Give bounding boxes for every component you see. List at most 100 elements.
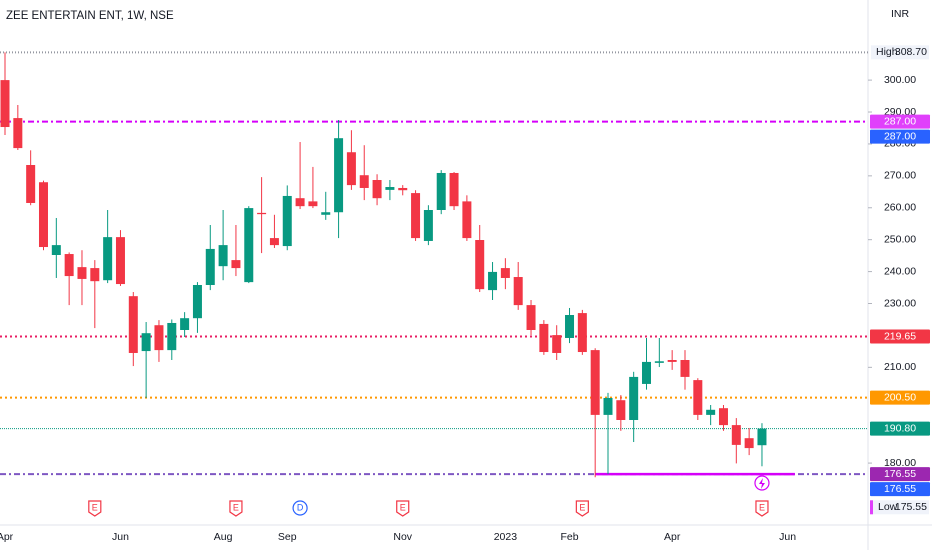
candle-body	[295, 198, 305, 207]
price-badge	[870, 421, 930, 436]
candle-body	[167, 322, 177, 351]
x-tick-label: Apr	[664, 531, 681, 543]
earnings-marker	[88, 500, 102, 517]
candle-body	[603, 397, 613, 415]
candle-body	[115, 237, 125, 285]
candle-body	[680, 360, 690, 377]
candle-body	[565, 315, 575, 338]
candle-body	[436, 172, 446, 210]
low-badge	[871, 500, 929, 515]
candle-body	[500, 268, 510, 278]
candle-body	[77, 267, 87, 279]
candle-body	[282, 195, 292, 247]
candle-body	[0, 80, 10, 128]
candle-body	[218, 245, 228, 267]
candle-body	[321, 212, 331, 215]
price-badge	[870, 329, 930, 344]
y-tick-label: 250.00	[884, 233, 916, 245]
price-badge-label: 176.55	[884, 483, 916, 495]
price-badge-label: 287.00	[884, 115, 916, 127]
candle-body	[180, 318, 190, 330]
candle-body	[308, 201, 318, 207]
currency: INR	[891, 8, 910, 20]
candle-body	[269, 238, 279, 246]
candle-body	[64, 254, 74, 277]
candle-body	[693, 380, 703, 415]
candle-body	[372, 180, 382, 199]
low-value: 175.55	[895, 501, 927, 513]
low-marker	[870, 500, 873, 515]
price-badge-label: 200.50	[884, 391, 916, 403]
price-badge-label: 176.55	[884, 468, 916, 480]
event-label: E	[759, 502, 765, 512]
candle-body	[334, 138, 344, 213]
y-tick-label: 230.00	[884, 297, 916, 309]
candle-body	[475, 240, 485, 290]
candle-body	[90, 268, 100, 282]
y-tick-label: 210.00	[884, 361, 916, 373]
candle-body	[449, 172, 459, 207]
candle-body	[706, 409, 716, 415]
candle-body	[731, 425, 741, 445]
candle-body	[423, 210, 433, 241]
x-tick-label: Sep	[278, 531, 297, 543]
candle-body	[667, 360, 677, 362]
candle-body	[51, 245, 61, 255]
candle-body	[13, 118, 23, 149]
candle-body	[192, 285, 202, 319]
x-tick-label: Apr	[0, 531, 14, 543]
event-label: E	[92, 502, 98, 512]
price-badge	[870, 129, 930, 144]
candle-body	[654, 361, 664, 363]
candle-body	[629, 376, 639, 420]
candle-body	[154, 325, 164, 351]
x-tick-label: Nov	[393, 531, 412, 543]
candle-body	[411, 193, 421, 239]
y-tick-label: 300.00	[884, 74, 916, 86]
x-tick-label: Jun	[779, 531, 796, 543]
y-tick-label: 240.00	[884, 265, 916, 277]
candle-body	[346, 152, 356, 186]
dividend-marker	[292, 500, 308, 516]
price-badge	[870, 390, 930, 405]
x-tick-label: Jun	[112, 531, 129, 543]
candle-body	[744, 438, 754, 449]
x-tick-label: Feb	[560, 531, 578, 543]
price-badge-label: 287.00	[884, 130, 916, 142]
earnings-marker	[396, 500, 410, 517]
price-badge	[870, 482, 930, 497]
y-tick-label: 260.00	[884, 202, 916, 214]
candle-body	[552, 335, 562, 353]
candle-body	[128, 296, 138, 353]
price-badge-label: 190.80	[884, 422, 916, 434]
candle-body	[359, 175, 369, 188]
event-label: E	[233, 502, 239, 512]
candle-body	[398, 187, 408, 191]
chart-title: ZEE ENTERTAIN ENT, 1W, NSE	[6, 10, 174, 22]
earnings-marker	[575, 500, 589, 517]
earnings-marker	[229, 500, 243, 517]
split-icon	[758, 478, 765, 489]
candle-body	[141, 333, 151, 352]
event-label: E	[579, 502, 585, 512]
candle-body	[462, 201, 472, 239]
candle-body	[231, 260, 241, 269]
candle-body	[244, 208, 254, 283]
candle-body	[616, 400, 626, 420]
earnings-marker	[755, 500, 769, 517]
high-name: High	[876, 46, 898, 58]
candle-body	[577, 313, 587, 353]
candle-body	[257, 212, 267, 215]
candle-body	[526, 305, 536, 330]
candle-body	[539, 323, 549, 353]
candle-body	[488, 271, 498, 291]
price-badge	[870, 467, 930, 482]
x-tick-label: 2023	[494, 531, 518, 543]
high-badge	[871, 45, 929, 60]
candle-body	[513, 277, 523, 306]
candle-body	[642, 361, 651, 384]
event-label: D	[297, 502, 304, 512]
price-badge	[870, 114, 930, 129]
